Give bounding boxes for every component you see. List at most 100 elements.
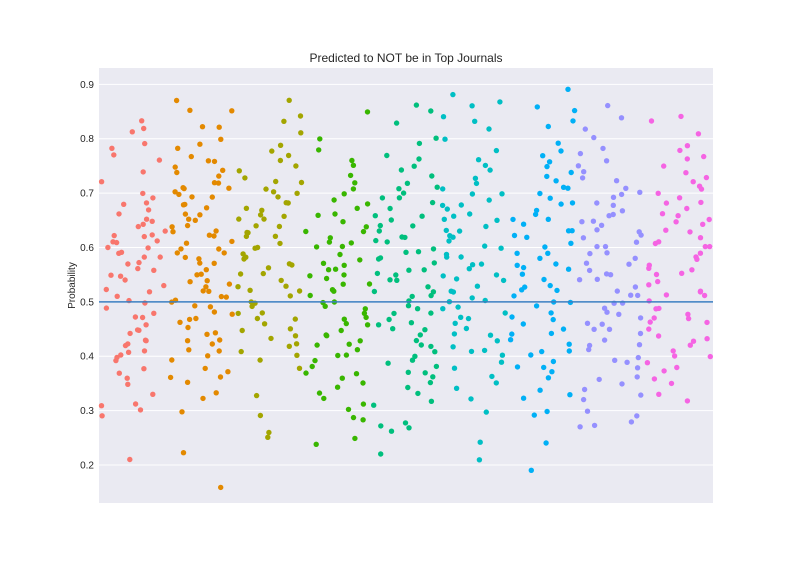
data-point	[218, 136, 224, 142]
data-point	[431, 260, 437, 266]
y-axis-label: Probability	[67, 262, 78, 309]
data-point	[334, 384, 341, 390]
data-point	[499, 352, 506, 358]
data-point	[326, 239, 333, 245]
data-point	[636, 342, 643, 348]
y-tick-label: 0.7	[80, 189, 94, 200]
data-point	[352, 435, 358, 442]
data-point	[296, 288, 303, 294]
data-point	[520, 395, 527, 401]
data-point	[387, 205, 393, 212]
data-point	[502, 310, 508, 316]
data-point	[154, 238, 160, 244]
data-point	[254, 244, 261, 251]
data-point	[332, 266, 339, 272]
data-point	[396, 195, 403, 201]
data-point	[678, 113, 684, 120]
data-point	[619, 381, 625, 387]
data-point	[203, 267, 209, 273]
y-tick-label: 0.5	[80, 297, 94, 308]
data-point	[253, 392, 260, 399]
data-point	[226, 185, 232, 191]
data-point	[213, 228, 219, 234]
data-point	[139, 314, 146, 321]
data-point	[520, 264, 527, 271]
data-point	[451, 365, 458, 371]
data-point	[113, 357, 119, 364]
data-point	[605, 102, 611, 109]
data-point	[140, 190, 146, 197]
data-point	[463, 325, 470, 332]
data-point	[391, 310, 397, 317]
data-point	[287, 326, 294, 332]
data-point	[553, 178, 559, 184]
data-point	[550, 358, 557, 365]
data-point	[406, 298, 412, 304]
data-point	[489, 373, 495, 380]
data-point	[188, 153, 194, 160]
data-point	[362, 306, 368, 312]
data-point	[197, 260, 203, 266]
data-point	[416, 140, 423, 147]
data-point	[348, 240, 354, 246]
data-point	[340, 281, 346, 287]
data-point	[610, 211, 616, 218]
data-point	[482, 243, 488, 249]
data-point	[450, 91, 456, 98]
data-point	[632, 284, 639, 290]
data-point	[429, 199, 436, 206]
data-point	[393, 272, 399, 278]
data-point	[616, 311, 622, 317]
data-point	[345, 406, 352, 413]
data-point	[205, 353, 211, 359]
data-point	[339, 243, 346, 250]
data-point	[324, 333, 330, 339]
data-point	[151, 310, 157, 316]
data-point	[537, 190, 543, 197]
data-point	[150, 195, 156, 201]
data-point	[377, 222, 383, 229]
data-point	[213, 390, 219, 396]
data-point	[558, 201, 564, 207]
data-point	[371, 288, 378, 295]
data-point	[655, 190, 661, 196]
data-point	[331, 197, 337, 203]
data-point	[553, 261, 559, 267]
data-point	[254, 315, 261, 322]
data-point	[388, 428, 395, 434]
data-point	[174, 250, 180, 256]
data-point	[371, 402, 377, 408]
data-point	[412, 353, 418, 359]
data-point	[558, 148, 564, 154]
data-point	[127, 330, 133, 337]
data-point	[446, 238, 452, 244]
data-point	[121, 201, 127, 207]
data-point	[679, 270, 685, 276]
data-point	[338, 327, 344, 334]
data-point	[406, 425, 412, 431]
data-point	[520, 221, 527, 227]
data-point	[619, 208, 626, 214]
data-point	[613, 178, 620, 184]
data-point	[281, 213, 287, 219]
data-point	[647, 319, 653, 325]
data-point	[132, 401, 139, 407]
data-point	[634, 365, 641, 371]
data-point	[646, 326, 652, 332]
data-point	[413, 102, 420, 108]
data-point	[337, 251, 343, 258]
data-point	[514, 262, 520, 268]
data-point	[114, 293, 120, 299]
data-point	[211, 180, 218, 186]
data-point	[633, 239, 640, 245]
data-point	[325, 267, 332, 273]
data-point	[354, 205, 360, 211]
data-point	[140, 221, 146, 227]
data-point	[378, 451, 384, 457]
data-point	[655, 278, 661, 285]
data-point	[408, 320, 415, 326]
data-point	[614, 288, 620, 294]
data-point	[684, 143, 691, 149]
data-point	[565, 228, 572, 234]
data-point	[170, 229, 176, 235]
